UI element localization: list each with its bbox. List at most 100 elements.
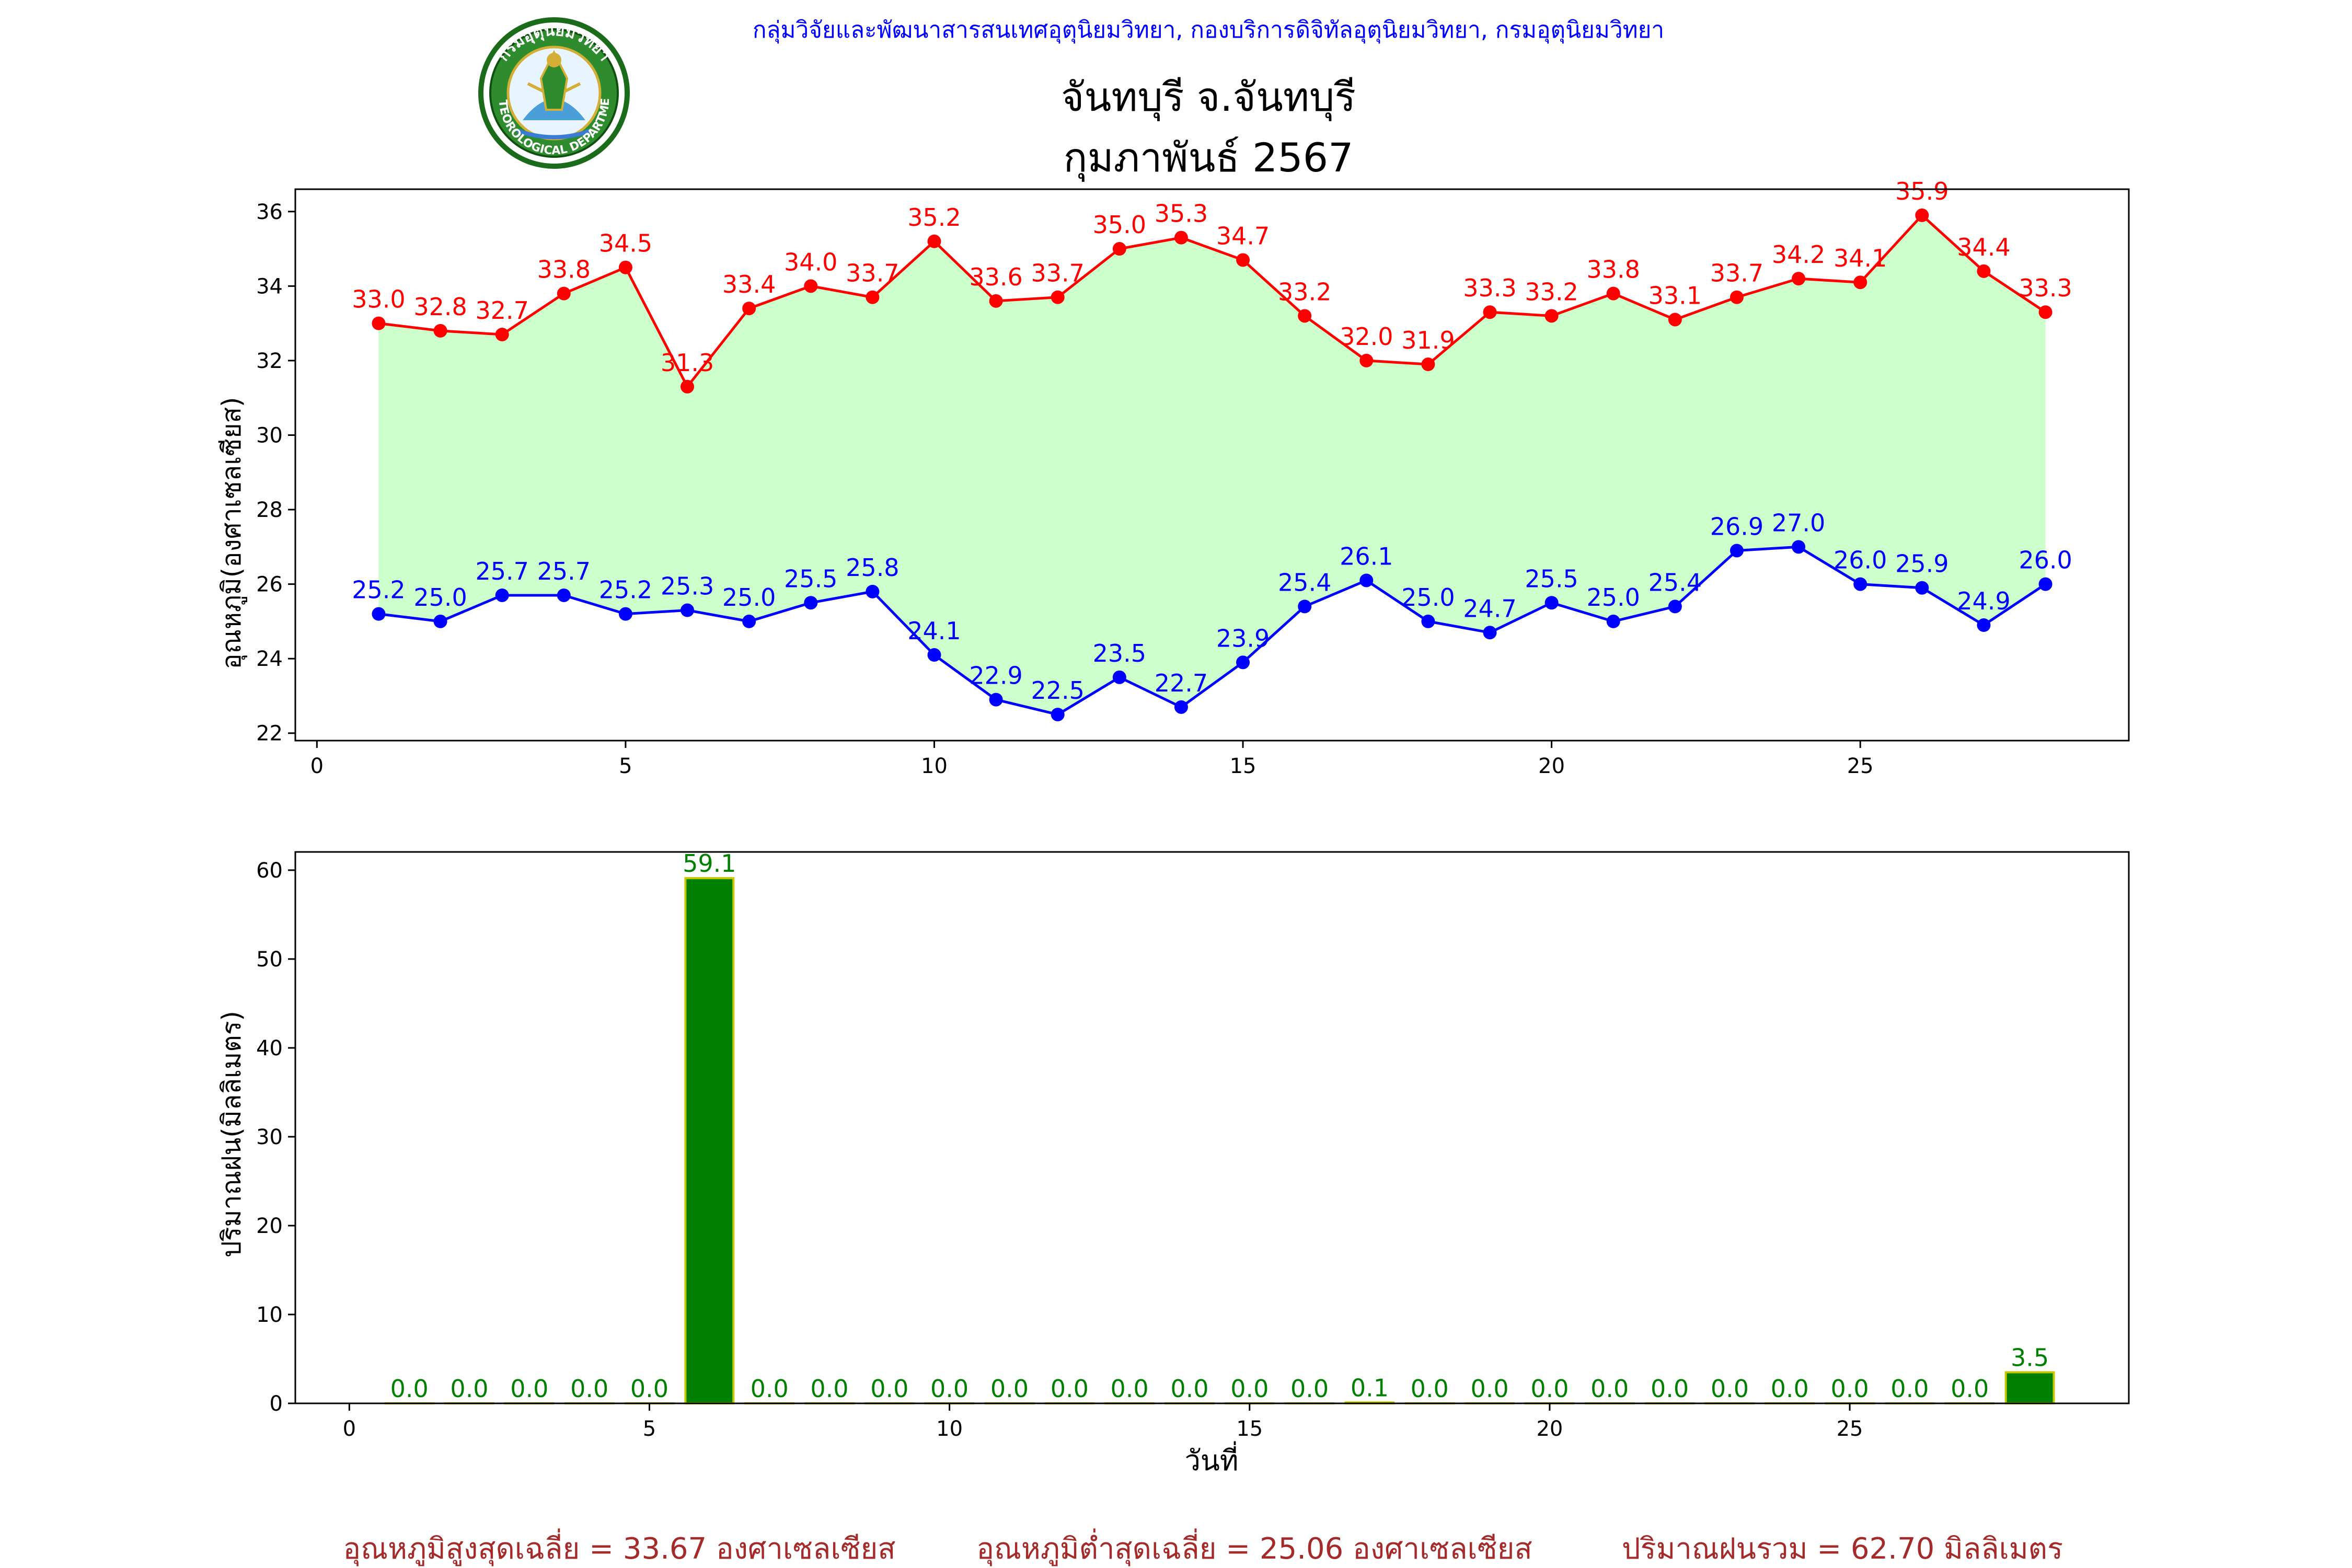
min-temperature-data-label: 22.9: [969, 662, 1022, 690]
min-temperature-data-label: 25.0: [1587, 583, 1640, 612]
max-temperature-data-label: 31.9: [1401, 326, 1455, 354]
y-tick-label: 34: [256, 274, 283, 298]
max-temperature-data-label: 35.9: [1895, 177, 1949, 205]
max-temperature-data-label: 33.2: [1525, 278, 1578, 306]
max-temperature-point: [1359, 353, 1374, 367]
min-temperature-data-label: 25.7: [475, 557, 528, 585]
max-temperature-point: [804, 279, 818, 293]
x-tick-label: 15: [1236, 1417, 1263, 1441]
rainfall-data-label: 0.0: [630, 1375, 668, 1403]
y-tick-label: 30: [256, 1125, 283, 1149]
total-rainfall: ปริมาณฝนรวม = 62.70 มิลลิเมตร: [1622, 1532, 2063, 1566]
max-temperature-data-label: 33.4: [722, 270, 776, 298]
rainfall-data-label: 0.0: [1290, 1375, 1329, 1403]
min-temperature-point: [2038, 577, 2053, 591]
min-temperature-point: [1606, 614, 1620, 628]
min-temperature-data-label: 25.2: [352, 576, 405, 604]
rainfall-data-label: 0.1: [1351, 1374, 1389, 1402]
y-tick-label: 0: [270, 1392, 283, 1416]
max-temperature-data-label: 35.3: [1155, 200, 1208, 228]
max-temperature-point: [1730, 290, 1744, 304]
min-temperature-point: [1668, 599, 1682, 614]
min-temperature-point: [681, 603, 695, 617]
max-temperature-point: [742, 302, 756, 316]
min-temperature-point: [989, 693, 1003, 707]
max-temperature-data-label: 34.4: [1957, 233, 2010, 261]
max-temperature-data-label: 33.6: [969, 263, 1022, 291]
max-temperature-data-label: 33.7: [846, 259, 899, 287]
station-title: จันทบุรี จ.จันทบุรี: [1061, 74, 1356, 121]
min-temperature-data-label: 25.2: [599, 576, 652, 604]
temperature-chart: 33.0 32.8 32.7 33.8 34.5 31.3 33.4 34.0 33.7 35.2…: [216, 177, 2130, 778]
max-temperature-data-label: 34.7: [1216, 222, 1270, 250]
min-temperature-data-label: 27.0: [1772, 509, 1825, 537]
x-tick-label: 20: [1536, 1417, 1563, 1441]
rainfall-data-label: 0.0: [1230, 1375, 1269, 1403]
rainfall-data-label: 0.0: [990, 1375, 1029, 1403]
min-temperature-data-label: 25.4: [1278, 568, 1331, 596]
x-tick-label: 25: [1847, 754, 1874, 778]
max-temperature-point: [2038, 305, 2053, 319]
rainfall-bar: [2004, 1371, 2055, 1404]
min-temperature-point: [1730, 544, 1744, 558]
max-temperature-data-label: 33.7: [1710, 259, 1763, 287]
max-temperature-point: [1977, 264, 1991, 278]
y-tick-label: 30: [256, 423, 283, 447]
min-temperature-point: [1359, 573, 1374, 587]
min-temperature-data-label: 24.9: [1957, 587, 2010, 615]
max-temperature-data-label: 34.5: [599, 229, 652, 258]
min-temperature-point: [927, 648, 941, 662]
max-temperature-point: [1606, 286, 1620, 301]
min-temperature-point: [618, 607, 632, 621]
max-temperature-data-label: 32.8: [413, 293, 467, 321]
max-temperature-point: [681, 379, 695, 394]
max-temperature-data-label: 32.7: [475, 296, 528, 325]
y-tick-label: 24: [256, 647, 283, 671]
min-temperature-data-label: 22.5: [1031, 676, 1085, 705]
max-temperature-data-label: 31.3: [661, 349, 714, 377]
min-temperature-point: [1792, 540, 1806, 554]
min-temperature-data-label: 25.5: [784, 564, 837, 593]
min-temperature-data-label: 22.7: [1155, 669, 1208, 697]
min-temperature-point: [866, 584, 880, 598]
max-temperature-data-label: 33.3: [2019, 274, 2072, 302]
rainfall-chart: 0.0 0.0 0.0 0.0 0.0 59.1 0.0 0.0 0.0 0.0 0.0 0.0 0.0…: [216, 849, 2130, 1477]
temperature-range-fill: [378, 215, 2046, 715]
min-temperature-point: [742, 614, 756, 628]
rainfall-data-label: 0.0: [570, 1375, 608, 1403]
rainfall-data-label: 0.0: [1411, 1375, 1449, 1403]
rainfall-data-label: 3.5: [2011, 1343, 2049, 1371]
rainfall-data-label: 0.0: [450, 1375, 488, 1403]
max-temperature-point: [1112, 242, 1126, 256]
rainfall-data-label: 0.0: [1471, 1375, 1509, 1403]
y-tick-label: 40: [256, 1036, 283, 1060]
min-temperature-data-label: 26.1: [1340, 542, 1393, 570]
rainfall-data-label: 0.0: [1951, 1375, 1989, 1403]
rainfall-x-axis-label: วันที่: [1185, 1441, 1239, 1477]
min-temperature-point: [1298, 599, 1312, 614]
y-tick-label: 60: [256, 859, 283, 883]
min-temperature-point: [1853, 577, 1867, 591]
max-temperature-point: [495, 328, 509, 342]
min-temperature-data-label: 25.4: [1648, 568, 1702, 596]
min-temperature-data-label: 25.7: [537, 557, 591, 585]
max-temperature-data-label: 34.2: [1772, 240, 1825, 269]
max-temperature-point: [618, 260, 632, 274]
plot-frame: [294, 851, 2130, 1404]
y-tick-label: 22: [256, 722, 283, 746]
average-min-temperature: อุณหภูมิต่ำสุดเฉลี่ย = 25.06 องศาเซลเซีย…: [976, 1528, 1532, 1566]
max-temperature-point: [1544, 309, 1559, 323]
min-temperature-data-label: 25.0: [1401, 583, 1455, 612]
max-temperature-data-label: 33.7: [1031, 259, 1085, 287]
x-tick-label: 0: [310, 754, 324, 778]
max-temperature-data-label: 35.0: [1093, 211, 1146, 239]
max-temperature-point: [1853, 275, 1867, 290]
rainfall-data-label: 59.1: [683, 849, 736, 878]
max-temperature-data-label: 33.8: [537, 256, 591, 284]
min-temperature-data-label: 23.9: [1216, 624, 1270, 652]
rainfall-data-label: 0.0: [510, 1375, 548, 1403]
max-temperature-data-label: 33.0: [352, 285, 405, 314]
rainfall-data-label: 0.0: [390, 1375, 429, 1403]
rainfall-data-label: 0.0: [870, 1375, 908, 1403]
rainfall-data-label: 0.0: [1771, 1375, 1809, 1403]
